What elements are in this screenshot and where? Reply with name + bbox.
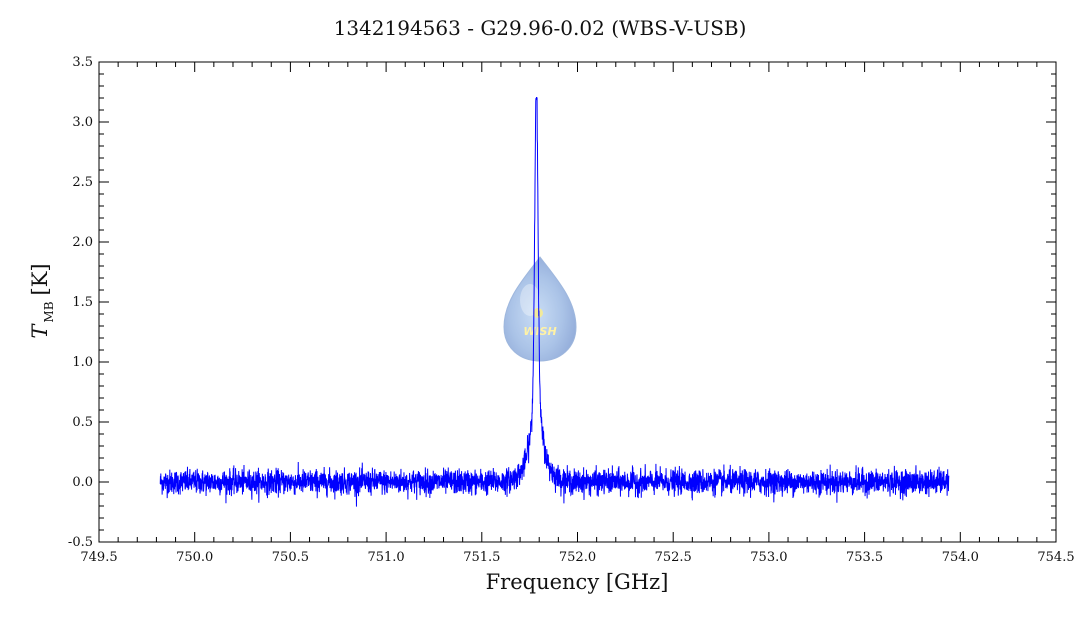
x-tick-label: 750.5: [272, 550, 309, 565]
x-tick-label: 753.5: [846, 550, 883, 565]
chart-title: 1342194563 - G29.96-0.02 (WBS-V-USB): [333, 16, 747, 40]
wish-watermark-text: WISH: [523, 325, 556, 338]
x-tick-label: 754.5: [1037, 550, 1074, 565]
series-spectrum: [159, 97, 950, 507]
y-tick-label: 2.0: [72, 235, 93, 250]
y-axis-unit: [K]: [28, 263, 52, 295]
x-tick-label: 754.0: [942, 550, 979, 565]
y-tick-label: -0.5: [68, 535, 93, 550]
x-tick-label: 752.0: [559, 550, 596, 565]
x-axis-title: Frequency [GHz]: [486, 570, 669, 594]
wish-logo: WISH: [503, 256, 577, 362]
x-tick-label: 751.0: [367, 550, 404, 565]
y-axis-title: TMB [K]: [28, 263, 56, 338]
y-axis-subscript: MB: [42, 301, 56, 322]
y-axis-symbol: T: [28, 323, 52, 339]
x-tick-label: 753.0: [750, 550, 787, 565]
y-tick-label: 3.0: [72, 115, 93, 130]
x-tick-label: 749.5: [80, 550, 117, 565]
y-tick-label: 3.5: [72, 55, 93, 70]
y-tick-label: 2.5: [72, 175, 93, 190]
y-tick-label: 0.5: [72, 415, 93, 430]
axis-ticks: [98, 61, 1057, 543]
y-tick-label: 0.0: [72, 475, 93, 490]
y-tick-label: 1.5: [72, 295, 93, 310]
x-tick-label: 750.0: [176, 550, 213, 565]
tick-labels: 749.5 750.0 750.5 751.0 751.5 752.0 752.5 753.0…: [68, 55, 1075, 565]
x-tick-label: 752.5: [655, 550, 692, 565]
x-tick-label: 751.5: [463, 550, 500, 565]
y-tick-label: 1.0: [72, 355, 93, 370]
